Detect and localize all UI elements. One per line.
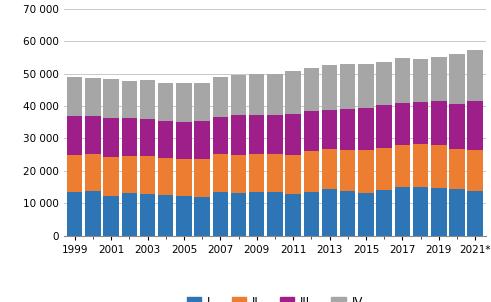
Bar	[249, 192, 265, 236]
Bar	[213, 117, 228, 154]
Bar	[176, 83, 191, 122]
Bar	[285, 155, 301, 194]
Bar	[449, 189, 464, 236]
Bar	[395, 103, 410, 145]
Bar	[285, 114, 301, 155]
Bar	[303, 111, 319, 151]
Bar	[104, 79, 119, 118]
Bar	[194, 83, 210, 121]
Bar	[267, 114, 283, 154]
Bar	[122, 118, 137, 156]
Bar	[413, 187, 428, 236]
Bar	[249, 154, 265, 192]
Bar	[104, 118, 119, 157]
Bar	[395, 187, 410, 236]
Bar	[122, 156, 137, 194]
Bar	[467, 150, 483, 191]
Bar	[140, 80, 155, 119]
Bar	[377, 105, 392, 148]
Bar	[176, 196, 191, 236]
Bar	[322, 149, 337, 189]
Bar	[213, 192, 228, 236]
Bar	[377, 148, 392, 190]
Bar	[377, 62, 392, 105]
Bar	[249, 74, 265, 114]
Bar	[67, 116, 82, 155]
Bar	[158, 83, 173, 121]
Bar	[340, 150, 355, 191]
Bar	[267, 74, 283, 114]
Bar	[449, 149, 464, 189]
Bar	[231, 75, 246, 115]
Bar	[431, 188, 446, 236]
Bar	[85, 117, 101, 154]
Bar	[303, 68, 319, 111]
Bar	[303, 192, 319, 236]
Bar	[340, 191, 355, 236]
Bar	[194, 197, 210, 236]
Bar	[140, 119, 155, 156]
Bar	[104, 196, 119, 236]
Bar	[467, 101, 483, 150]
Bar	[449, 104, 464, 149]
Bar	[377, 190, 392, 236]
Bar	[231, 155, 246, 193]
Bar	[322, 110, 337, 149]
Legend: I, II, III, IV: I, II, III, IV	[183, 291, 367, 302]
Bar	[140, 194, 155, 236]
Bar	[340, 109, 355, 150]
Bar	[358, 193, 374, 236]
Bar	[85, 191, 101, 236]
Bar	[194, 121, 210, 159]
Bar	[285, 194, 301, 236]
Bar	[85, 154, 101, 191]
Bar	[158, 195, 173, 236]
Bar	[431, 101, 446, 145]
Bar	[176, 159, 191, 196]
Bar	[467, 50, 483, 101]
Bar	[413, 144, 428, 187]
Bar	[122, 81, 137, 118]
Bar	[85, 78, 101, 117]
Bar	[413, 59, 428, 102]
Bar	[194, 159, 210, 197]
Bar	[358, 150, 374, 193]
Bar	[213, 154, 228, 192]
Bar	[395, 58, 410, 103]
Bar	[467, 191, 483, 236]
Bar	[303, 151, 319, 192]
Bar	[340, 64, 355, 109]
Bar	[431, 57, 446, 101]
Bar	[231, 193, 246, 236]
Bar	[395, 145, 410, 187]
Bar	[431, 145, 446, 188]
Bar	[67, 77, 82, 116]
Bar	[158, 121, 173, 158]
Bar	[176, 122, 191, 159]
Bar	[67, 192, 82, 236]
Bar	[231, 115, 246, 155]
Bar	[358, 64, 374, 108]
Bar	[267, 192, 283, 236]
Bar	[249, 114, 265, 154]
Bar	[104, 157, 119, 196]
Bar	[122, 194, 137, 236]
Bar	[322, 189, 337, 236]
Bar	[285, 71, 301, 114]
Bar	[413, 102, 428, 144]
Bar	[322, 65, 337, 110]
Bar	[358, 108, 374, 150]
Bar	[267, 154, 283, 192]
Bar	[140, 156, 155, 194]
Bar	[158, 158, 173, 195]
Bar	[449, 54, 464, 104]
Bar	[67, 155, 82, 192]
Bar	[213, 77, 228, 117]
